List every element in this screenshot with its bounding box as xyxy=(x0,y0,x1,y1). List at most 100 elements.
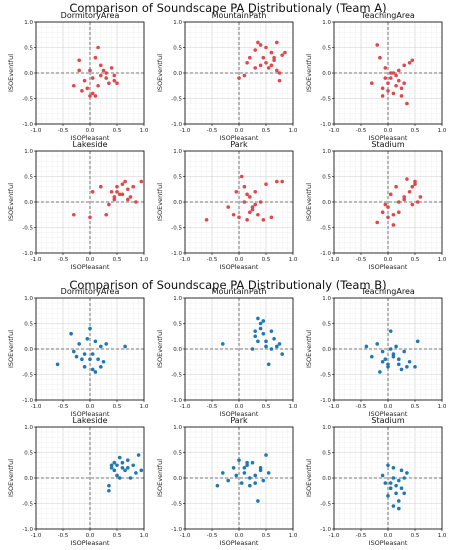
y-tick-label: 1.0 xyxy=(24,149,33,155)
y-tick-label: 0.0 xyxy=(322,200,331,206)
data-point xyxy=(402,197,407,202)
data-point xyxy=(280,53,285,57)
y-tick-label: -0.5 xyxy=(22,502,33,508)
data-point xyxy=(131,463,135,468)
y-tick-label: 0.0 xyxy=(173,200,182,206)
data-point xyxy=(280,352,285,356)
y-axis-label: ISOEventful xyxy=(305,330,313,368)
x-tick-label: -1.0 xyxy=(329,257,340,263)
data-point xyxy=(388,76,393,80)
data-point xyxy=(250,347,255,351)
y-axis-label: ISOEventful xyxy=(156,54,164,92)
data-point xyxy=(90,76,95,80)
scatter-panel-team-a-teachingarea: -1.0-1.0 -0.5 -0.5 0.0 0.0 0.5 0.5 1.0 1.0 Teachi… xyxy=(305,11,447,142)
data-point xyxy=(256,499,260,503)
data-point xyxy=(394,184,398,189)
data-point xyxy=(402,491,407,496)
x-tick-label: -1.0 xyxy=(180,533,191,539)
data-point xyxy=(136,453,141,457)
data-point xyxy=(399,486,404,491)
x-tick-label: 0.5 xyxy=(113,128,122,134)
y-tick-label: 0.0 xyxy=(24,347,33,353)
y-tick-label: -1.0 xyxy=(320,251,331,257)
x-tick-label: 0.0 xyxy=(235,404,244,410)
data-point xyxy=(253,190,257,194)
y-tick-label: 0.5 xyxy=(173,322,182,328)
data-point xyxy=(253,481,257,485)
panel-title: Stadium xyxy=(371,140,404,149)
data-point xyxy=(104,212,108,217)
data-point xyxy=(242,471,247,475)
y-axis-label: ISOEventful xyxy=(7,183,15,221)
scatter-panel-team-b-park: -1.0-1.0 -0.5 -0.5 0.0 0.0 0.5 0.5 1.0 1.0 Park IS… xyxy=(156,416,298,547)
x-tick-label: 0.5 xyxy=(411,533,420,539)
data-point xyxy=(115,81,119,85)
y-tick-label: -1.0 xyxy=(171,527,182,533)
data-point xyxy=(128,476,133,480)
data-point xyxy=(264,45,268,50)
data-point xyxy=(386,205,390,209)
data-point xyxy=(245,463,249,468)
data-point xyxy=(80,89,84,93)
data-point xyxy=(253,473,257,478)
data-point xyxy=(391,466,396,470)
data-point xyxy=(90,190,95,194)
data-point xyxy=(391,476,396,480)
x-tick-label: 0.0 xyxy=(86,257,95,263)
data-point xyxy=(96,357,100,362)
data-point xyxy=(242,184,247,189)
data-point xyxy=(402,63,407,68)
y-tick-label: 1.0 xyxy=(24,296,33,302)
data-point xyxy=(397,478,401,483)
data-point xyxy=(237,215,241,220)
data-point xyxy=(402,195,407,199)
data-point xyxy=(226,478,230,483)
y-tick-label: 0.0 xyxy=(322,71,331,77)
y-tick-label: 0.5 xyxy=(24,451,33,457)
data-point xyxy=(394,344,398,349)
x-tick-label: -1.0 xyxy=(329,128,340,134)
x-tick-label: -0.5 xyxy=(58,257,69,263)
data-point xyxy=(391,352,396,356)
scatter-panel-team-a-stadium: -1.0-1.0 -0.5 -0.5 0.0 0.0 0.5 0.5 1.0 1.0 Stadiu… xyxy=(305,140,447,271)
data-point xyxy=(248,55,252,60)
data-point xyxy=(104,342,108,346)
data-point xyxy=(245,61,249,65)
data-point xyxy=(261,55,266,60)
data-point xyxy=(391,504,396,508)
data-point xyxy=(112,73,117,78)
data-point xyxy=(134,200,138,204)
data-point xyxy=(264,61,268,65)
data-point xyxy=(248,476,252,480)
y-tick-label: 0.5 xyxy=(322,175,331,181)
y-tick-label: -0.5 xyxy=(22,97,33,103)
x-tick-label: -0.5 xyxy=(207,533,218,539)
x-tick-label: 0.5 xyxy=(262,533,271,539)
data-point xyxy=(82,365,87,369)
data-point xyxy=(388,192,393,197)
data-point xyxy=(85,337,90,341)
data-point xyxy=(275,179,279,184)
data-point xyxy=(280,179,285,184)
data-point xyxy=(204,218,209,222)
data-point xyxy=(410,202,415,207)
y-tick-label: 0.0 xyxy=(173,476,182,482)
data-point xyxy=(231,212,236,217)
y-tick-label: -0.5 xyxy=(171,502,182,508)
data-point xyxy=(383,357,388,362)
x-axis-label: ISOPleasant xyxy=(369,410,408,418)
x-tick-label: 1.0 xyxy=(140,404,149,410)
data-point xyxy=(256,40,260,45)
y-tick-label: 0.0 xyxy=(322,476,331,482)
data-point xyxy=(364,344,369,349)
data-point xyxy=(139,468,144,473)
y-tick-label: 1.0 xyxy=(322,20,331,26)
y-tick-label: 0.5 xyxy=(24,175,33,181)
data-point xyxy=(397,357,401,362)
y-tick-label: 0.5 xyxy=(24,322,33,328)
data-point xyxy=(397,68,401,73)
data-point xyxy=(117,476,122,480)
data-point xyxy=(391,223,396,227)
data-point xyxy=(275,68,279,73)
data-point xyxy=(386,362,390,367)
